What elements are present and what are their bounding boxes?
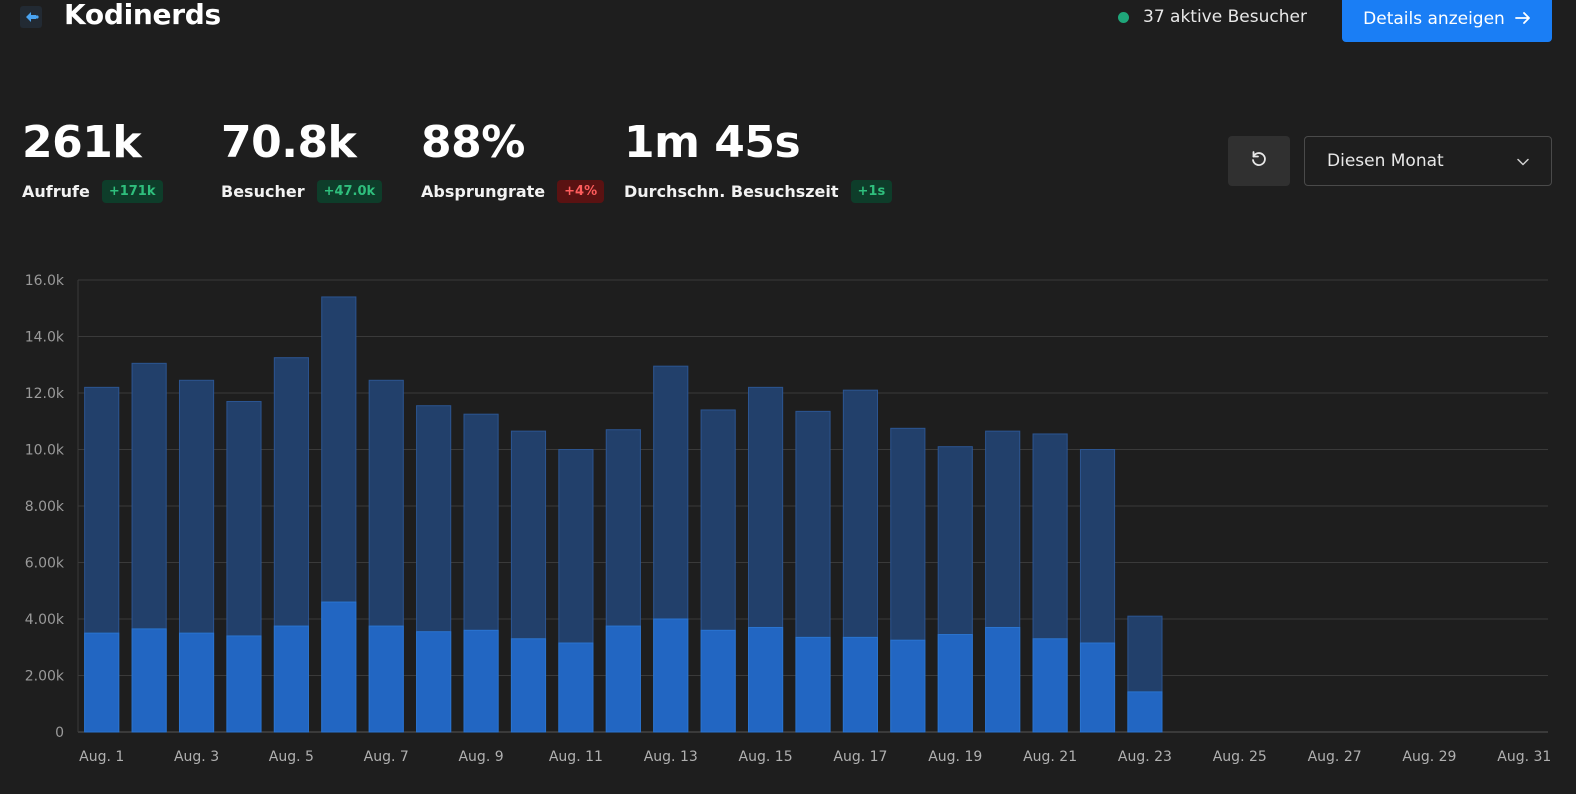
- visitors-bar: [653, 618, 689, 733]
- x-tick-label: Aug. 27: [1308, 749, 1362, 765]
- visitors-bar: [273, 625, 309, 733]
- metric-value: 70.8k: [221, 117, 357, 168]
- x-tick-label: Aug. 21: [1023, 749, 1077, 765]
- visitors-bar: [84, 632, 120, 733]
- visitors-bar: [1032, 638, 1068, 733]
- change-badge: +171k: [101, 180, 163, 203]
- x-tick-label: Aug. 15: [739, 749, 793, 765]
- details-button-label: Details anzeigen: [1363, 9, 1505, 29]
- x-tick-label: Aug. 5: [269, 749, 314, 765]
- refresh-button[interactable]: [1228, 136, 1290, 186]
- y-tick-label: 0: [55, 725, 64, 741]
- visitors-bar: [131, 628, 167, 733]
- metric-value: 261k: [22, 117, 142, 168]
- period-select-value: Diesen Monat: [1327, 151, 1444, 171]
- visitors-bar: [463, 629, 499, 733]
- y-tick-label: 2.00k: [25, 669, 65, 685]
- metric-label: Durchschn. Besuchszeit: [624, 182, 839, 201]
- visitors-bar: [842, 636, 878, 733]
- x-tick-label: Aug. 11: [549, 749, 603, 765]
- x-tick-label: Aug. 9: [458, 749, 503, 765]
- visitors-bar: [1127, 691, 1163, 733]
- metric-pageviews[interactable]: 261k Aufrufe +171k: [22, 116, 163, 203]
- details-button[interactable]: Details anzeigen: [1342, 0, 1552, 42]
- refresh-icon: [1249, 149, 1269, 173]
- y-tick-label: 4.00k: [25, 612, 65, 628]
- logo-icon[interactable]: [20, 6, 42, 28]
- y-tick-label: 10.0k: [25, 443, 65, 459]
- visitors-bar: [795, 636, 831, 733]
- pageviews-chart: 0 2.00k 4.00k 6.00k 8.00k 10.0k 12.0k 14.0k 16.0…: [25, 273, 1552, 765]
- visitors-bar: [937, 634, 973, 733]
- period-select[interactable]: Diesen Monat: [1304, 136, 1552, 186]
- x-tick-label: Aug. 1: [79, 749, 124, 765]
- metric-label: Besucher: [221, 182, 305, 201]
- visitors-bar: [890, 639, 926, 733]
- visitors-bar: [178, 632, 215, 733]
- change-badge: +1s: [850, 180, 893, 203]
- metric-label: Absprungrate: [421, 182, 546, 201]
- y-tick-label: 12.0k: [25, 386, 65, 402]
- metric-value: 88%: [421, 117, 525, 168]
- visitors-bar: [368, 625, 404, 733]
- metric-visitors[interactable]: 70.8k Besucher +47.0k: [221, 116, 383, 203]
- x-tick-label: Aug. 13: [644, 749, 698, 765]
- x-tick-label: Aug. 17: [833, 749, 887, 765]
- active-visitors[interactable]: 37 aktive Besucher: [1118, 7, 1307, 27]
- metric-avg-visit-time[interactable]: 1m 45s Durchschn. Besuchszeit +1s: [624, 116, 893, 203]
- metric-bounce-rate[interactable]: 88% Absprungrate +4%: [421, 116, 605, 203]
- arrow-right-icon: [1514, 9, 1531, 30]
- visitors-bar: [700, 629, 736, 733]
- x-tick-label: Aug. 31: [1497, 749, 1551, 765]
- visitors-bar: [558, 642, 594, 733]
- visitors-bar: [605, 625, 641, 733]
- x-tick-label: Aug. 25: [1213, 749, 1267, 765]
- visitors-bar: [510, 638, 547, 733]
- x-tick-label: Aug. 23: [1118, 749, 1172, 765]
- visitors-bar: [226, 635, 262, 733]
- visitors-bar: [321, 601, 357, 733]
- x-tick-label: Aug. 3: [174, 749, 219, 765]
- chevron-down-icon: [1517, 151, 1529, 171]
- change-badge: +4%: [557, 180, 605, 203]
- y-tick-label: 14.0k: [25, 330, 65, 346]
- y-tick-label: 6.00k: [25, 556, 65, 572]
- visitors-bar: [1079, 642, 1116, 733]
- live-dot-icon: [1118, 11, 1129, 23]
- y-tick-label: 8.00k: [25, 499, 65, 515]
- metric-label: Aufrufe: [22, 182, 90, 201]
- visitors-bar: [985, 626, 1021, 733]
- visitors-bar: [748, 626, 784, 733]
- x-tick-label: Aug. 7: [364, 749, 409, 765]
- site-title: Kodinerds: [64, 0, 221, 31]
- metric-value: 1m 45s: [624, 117, 801, 168]
- visitors-bar: [416, 631, 452, 733]
- change-badge: +47.0k: [316, 180, 383, 203]
- y-tick-label: 16.0k: [25, 273, 65, 289]
- x-tick-label: Aug. 19: [928, 749, 982, 765]
- active-visitors-label: 37 aktive Besucher: [1143, 7, 1307, 27]
- x-tick-label: Aug. 29: [1402, 749, 1456, 765]
